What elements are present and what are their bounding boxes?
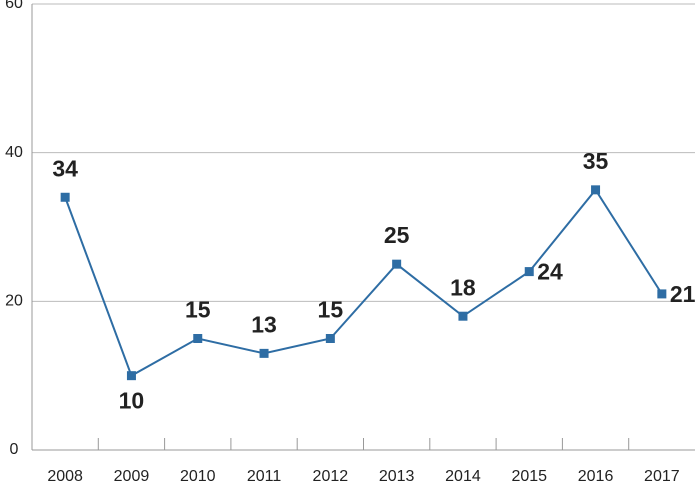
- data-label: 15: [185, 297, 211, 323]
- x-tick-label: 2016: [578, 468, 614, 485]
- x-tick-label: 2013: [379, 468, 415, 485]
- y-tick-label: 40: [5, 144, 23, 161]
- data-label: 34: [52, 155, 78, 181]
- x-tick-label: 2014: [445, 468, 481, 485]
- marker: [657, 289, 667, 299]
- y-tick-label: 20: [5, 293, 23, 310]
- marker: [591, 185, 601, 195]
- x-tick-label: 2017: [644, 468, 680, 485]
- data-label: 18: [450, 274, 476, 300]
- data-label: 15: [318, 297, 344, 323]
- marker: [524, 267, 534, 277]
- marker: [259, 348, 269, 358]
- data-label: 25: [384, 222, 410, 248]
- marker: [458, 311, 468, 321]
- x-tick-label: 2015: [511, 468, 547, 485]
- data-label: 10: [119, 388, 145, 414]
- x-tick-label: 2012: [313, 468, 349, 485]
- marker: [325, 334, 335, 343]
- marker: [60, 192, 70, 202]
- y-tick-label: 0: [10, 441, 19, 458]
- data-label: 13: [251, 311, 277, 337]
- y-tick-label: 60: [5, 0, 23, 12]
- x-tick-label: 2010: [180, 468, 216, 485]
- marker: [126, 371, 136, 381]
- x-tick-label: 2011: [247, 468, 282, 485]
- data-label: 35: [583, 148, 609, 174]
- x-tick-label: 2009: [114, 468, 150, 485]
- marker: [193, 334, 203, 343]
- data-label: 21: [670, 281, 696, 307]
- x-tick-label: 2008: [47, 468, 83, 485]
- data-label: 24: [537, 259, 563, 285]
- marker: [392, 259, 402, 269]
- line: [64, 188, 663, 378]
